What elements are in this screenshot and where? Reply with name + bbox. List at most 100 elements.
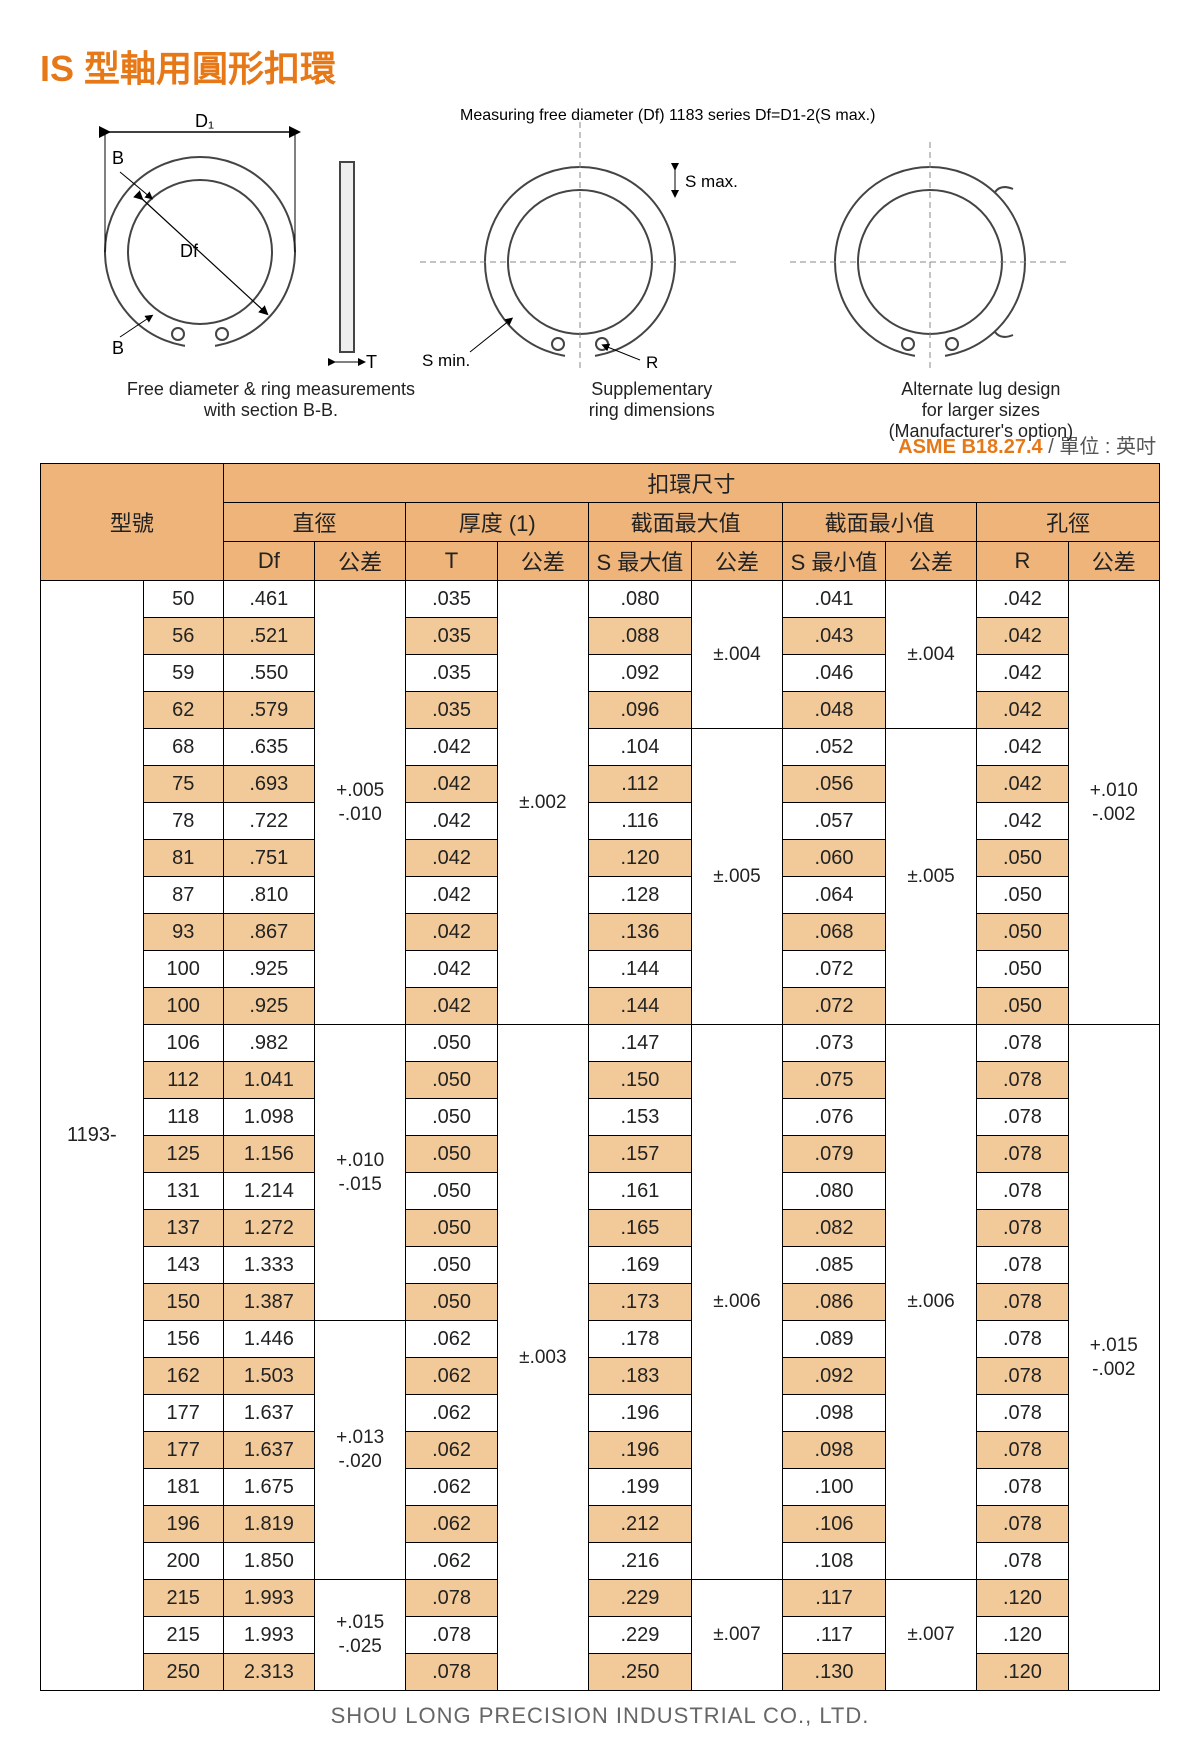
r-value: .078 (977, 1247, 1068, 1284)
smin-value: .130 (783, 1654, 886, 1691)
table-row: 1561.446+.013 -.020.062.178.089.078 (41, 1321, 1160, 1358)
model-no: 137 (143, 1210, 223, 1247)
spec-table: 型號 扣環尺寸 直徑 厚度 (1) 截面最大值 截面最小值 孔徑 Df 公差 T… (40, 463, 1160, 1691)
smin-value: .060 (783, 840, 886, 877)
df-value: 1.675 (223, 1469, 314, 1506)
smax-value: .144 (589, 988, 692, 1025)
df-tol: +.005 -.010 (315, 581, 406, 1025)
table-row: 1501.387.050.173.086.078 (41, 1284, 1160, 1321)
r-value: .042 (977, 766, 1068, 803)
r-value: .078 (977, 1432, 1068, 1469)
r-value: .078 (977, 1284, 1068, 1321)
r-value: .042 (977, 729, 1068, 766)
smax-value: .173 (589, 1284, 692, 1321)
table-row: 87.810.042.128.064.050 (41, 877, 1160, 914)
th-r-tol: 公差 (1068, 542, 1159, 581)
th-dia: 直徑 (223, 503, 406, 542)
t-value: .035 (406, 655, 497, 692)
table-row: 100.925.042.144.072.050 (41, 988, 1160, 1025)
r-value: .120 (977, 1580, 1068, 1617)
r-value: .050 (977, 951, 1068, 988)
smax-value: .165 (589, 1210, 692, 1247)
df-tol: +.015 -.025 (315, 1580, 406, 1691)
svg-text:S max.: S max. (685, 172, 738, 191)
r-value: .050 (977, 877, 1068, 914)
table-row: 1121.041.050.150.075.078 (41, 1062, 1160, 1099)
smax-value: .092 (589, 655, 692, 692)
table-row: 1621.503.062.183.092.078 (41, 1358, 1160, 1395)
smin-value: .086 (783, 1284, 886, 1321)
smin-value: .098 (783, 1395, 886, 1432)
table-row: 1251.156.050.157.079.078 (41, 1136, 1160, 1173)
df-value: 1.503 (223, 1358, 314, 1395)
model-no: 250 (143, 1654, 223, 1691)
table-row: 68.635.042.104±.005.052±.005.042 (41, 729, 1160, 766)
t-value: .042 (406, 988, 497, 1025)
table-row: 1771.637.062.196.098.078 (41, 1432, 1160, 1469)
t-value: .042 (406, 914, 497, 951)
model-no: 177 (143, 1432, 223, 1469)
t-value: .050 (406, 1025, 497, 1062)
table-row: 2151.993.078.229.117.120 (41, 1617, 1160, 1654)
th-smax: 截面最大值 (589, 503, 783, 542)
t-value: .050 (406, 1284, 497, 1321)
df-value: 1.993 (223, 1580, 314, 1617)
df-value: 1.333 (223, 1247, 314, 1284)
smax-value: .144 (589, 951, 692, 988)
smax-value: .229 (589, 1617, 692, 1654)
th-smax-v: S 最大值 (589, 542, 692, 581)
df-value: 1.156 (223, 1136, 314, 1173)
smin-value: .075 (783, 1062, 886, 1099)
table-row: 81.751.042.120.060.050 (41, 840, 1160, 877)
model-no: 177 (143, 1395, 223, 1432)
table-row: 1431.333.050.169.085.078 (41, 1247, 1160, 1284)
t-tol: ±.003 (497, 1025, 588, 1691)
model-no: 59 (143, 655, 223, 692)
smax-value: .153 (589, 1099, 692, 1136)
smin-value: .117 (783, 1580, 886, 1617)
smin-value: .079 (783, 1136, 886, 1173)
table-row: 93.867.042.136.068.050 (41, 914, 1160, 951)
r-value: .042 (977, 692, 1068, 729)
df-value: 1.272 (223, 1210, 314, 1247)
smin-tol: ±.006 (885, 1025, 976, 1580)
model-no: 100 (143, 988, 223, 1025)
df-value: .579 (223, 692, 314, 729)
svg-text:Measuring free diameter (Df) 1: Measuring free diameter (Df) 1183 series… (460, 107, 875, 124)
smin-value: .057 (783, 803, 886, 840)
smax-value: .136 (589, 914, 692, 951)
r-value: .050 (977, 988, 1068, 1025)
t-value: .078 (406, 1617, 497, 1654)
smin-value: .052 (783, 729, 886, 766)
t-value: .062 (406, 1432, 497, 1469)
th-t-tol: 公差 (497, 542, 588, 581)
smax-value: .104 (589, 729, 692, 766)
model-no: 56 (143, 618, 223, 655)
r-value: .042 (977, 618, 1068, 655)
table-row: 78.722.042.116.057.042 (41, 803, 1160, 840)
smax-tol: ±.005 (691, 729, 782, 1025)
t-value: .050 (406, 1247, 497, 1284)
t-value: .042 (406, 877, 497, 914)
smin-value: .041 (783, 581, 886, 618)
model-no: 93 (143, 914, 223, 951)
df-value: 1.387 (223, 1284, 314, 1321)
t-value: .035 (406, 581, 497, 618)
t-value: .078 (406, 1580, 497, 1617)
df-value: 1.214 (223, 1173, 314, 1210)
smin-value: .092 (783, 1358, 886, 1395)
smin-value: .108 (783, 1543, 886, 1580)
th-df-tol: 公差 (315, 542, 406, 581)
t-value: .050 (406, 1062, 497, 1099)
r-value: .078 (977, 1321, 1068, 1358)
r-value: .078 (977, 1543, 1068, 1580)
r-value: .078 (977, 1210, 1068, 1247)
t-value: .062 (406, 1469, 497, 1506)
svg-text:R: R (646, 353, 658, 372)
smin-value: .056 (783, 766, 886, 803)
table-row: 59.550.035.092.046.042 (41, 655, 1160, 692)
t-value: .035 (406, 618, 497, 655)
th-t: T (406, 542, 497, 581)
df-value: 1.446 (223, 1321, 314, 1358)
smin-tol: ±.004 (885, 581, 976, 729)
